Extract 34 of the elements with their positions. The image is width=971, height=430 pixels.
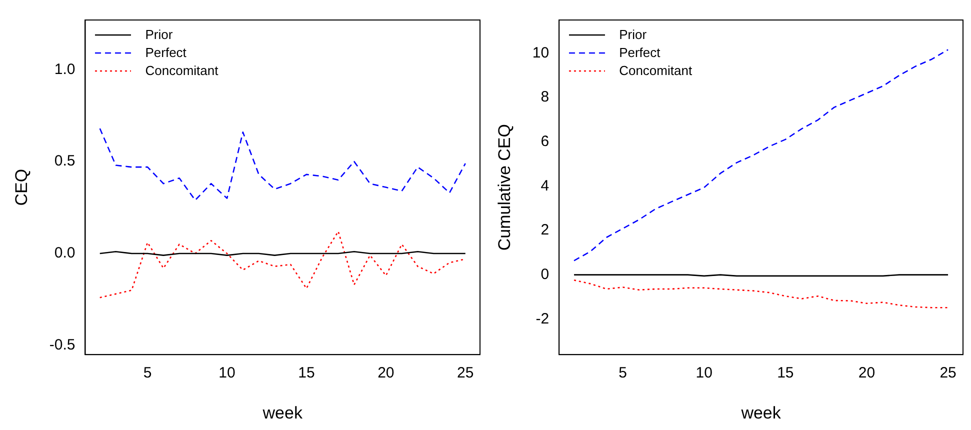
- x-tick-label: 15: [298, 364, 315, 382]
- legend-label: Perfect: [145, 44, 186, 62]
- legend-label: Perfect: [619, 44, 660, 62]
- x-tick-label: 10: [696, 364, 712, 382]
- legend-label: Prior: [145, 26, 173, 44]
- legend-label: Concomitant: [145, 62, 218, 80]
- x-tick-label: 20: [378, 364, 394, 382]
- x-tick-label: 25: [457, 364, 474, 382]
- x-tick-label: 5: [618, 364, 627, 382]
- y-tick-label: 0: [540, 266, 550, 283]
- x-axis-title: week: [262, 403, 303, 422]
- x-tick-label: 25: [940, 364, 956, 382]
- y-axis-title: CEQ: [12, 168, 31, 206]
- x-tick-label: 5: [143, 364, 152, 382]
- y-tick-label: 10: [532, 44, 550, 62]
- x-tick-label: 10: [218, 364, 236, 382]
- legend-label: Concomitant: [619, 62, 692, 80]
- y-tick-label: 0.0: [54, 244, 76, 262]
- legend-label: Prior: [619, 26, 647, 44]
- y-tick-label: 4: [540, 177, 550, 194]
- y-tick-label: 6: [540, 133, 550, 150]
- y-tick-label: -0.5: [49, 336, 76, 354]
- y-tick-label: 0.5: [54, 152, 76, 170]
- y-axis-title: Cumulative CEQ: [494, 124, 514, 251]
- y-tick-label: 8: [540, 88, 550, 106]
- line-series: [573, 279, 949, 308]
- line-series: [99, 128, 466, 201]
- x-axis-title: week: [740, 403, 782, 422]
- line-series: [573, 49, 949, 262]
- x-tick-label: 20: [858, 364, 876, 382]
- y-tick-label: -2: [536, 310, 550, 328]
- y-tick-label: 2: [540, 222, 550, 239]
- x-tick-label: 15: [777, 364, 794, 382]
- y-tick-label: 1.0: [54, 60, 76, 78]
